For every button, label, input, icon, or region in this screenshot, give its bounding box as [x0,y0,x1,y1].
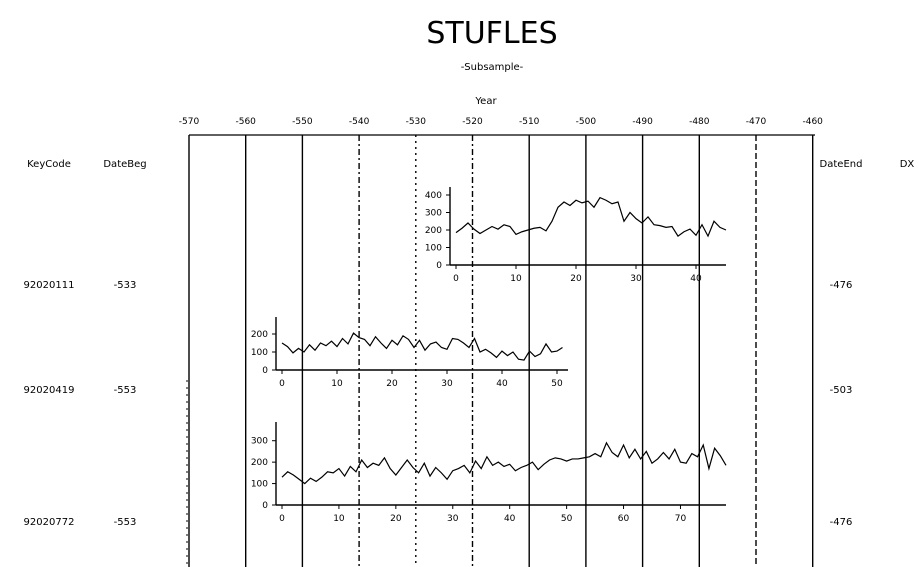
x-tick-label: 50 [561,514,573,524]
top-axis-title: Year [474,96,497,107]
y-tick-label: 200 [425,226,442,236]
x-tick-label: 40 [504,514,516,524]
row-3-end: -476 [830,517,853,528]
year-grid [186,134,815,567]
series-panel: 0 10 20 30 40 50 200 100 0 [251,317,568,389]
y-tick-label: 0 [262,366,268,376]
row-2-key: 92020419 [24,385,75,396]
series-panel: 0 10 20 30 40 400 300 200 100 0 [425,187,727,284]
row-2-begin: -553 [114,385,137,396]
year-tick-label: -510 [519,117,540,127]
y-tick-label: 300 [425,209,442,219]
x-tick-label: 0 [279,379,285,389]
year-tick-label: -570 [179,117,200,127]
year-tick-label: -480 [689,117,710,127]
y-tick-label: 0 [262,501,268,511]
y-tick-label: 400 [425,191,442,201]
series-line [281,332,563,361]
year-tick-label: -530 [406,117,427,127]
year-tick-label: -460 [802,117,823,127]
y-tick-label: 100 [425,244,442,254]
year-tick-label: -500 [576,117,597,127]
x-tick-label: 30 [447,514,459,524]
y-tick-label: 100 [251,348,268,358]
row-labels: 92020111 -533 -476 92020419 -553 -503 92… [24,280,853,528]
x-tick-label: 0 [453,274,459,284]
x-tick-label: 40 [496,379,508,389]
y-tick-label: 200 [251,330,268,340]
x-tick-label: 20 [386,379,398,389]
x-tick-label: 30 [630,274,642,284]
series-panel: 0 10 20 30 40 50 60 70 300 200 100 0 [251,422,727,524]
year-tick-label: -550 [292,117,313,127]
series-line [455,196,727,238]
row-1-key: 92020111 [24,280,75,291]
x-tick-label: 10 [331,379,343,389]
top-axis-ticks: -570 -560 -550 -540 -530 -520 -510 -500 -490 -480… [179,117,823,127]
year-tick-label: -560 [235,117,256,127]
row-3-key: 92020772 [24,517,75,528]
x-tick-label: 10 [510,274,522,284]
x-tick-label: 0 [279,514,285,524]
x-tick-label: 20 [570,274,582,284]
x-tick-label: 60 [618,514,630,524]
x-tick-label: 40 [690,274,702,284]
title-group: STUFLES -Subsample- [426,16,557,73]
y-tick-label: 200 [251,458,268,468]
x-tick-label: 70 [675,514,687,524]
header-datebeg: DateBeg [103,159,146,170]
y-tick-label: 100 [251,480,268,490]
column-headers: KeyCode DateBeg DateEnd DX [27,159,914,170]
year-tick-label: -520 [462,117,483,127]
row-3-begin: -553 [114,517,137,528]
x-tick-label: 20 [390,514,402,524]
chart-title: STUFLES [426,16,557,51]
row-1-end: -476 [830,280,853,291]
header-dx: DX [900,159,915,170]
y-tick-label: 0 [436,261,442,271]
row-1-begin: -533 [114,280,137,291]
chart-subtitle: -Subsample- [461,62,524,73]
header-keycode: KeyCode [27,159,71,170]
year-tick-label: -490 [632,117,653,127]
year-tick-label: -470 [746,117,767,127]
x-tick-label: 10 [333,514,345,524]
x-tick-label: 30 [441,379,453,389]
y-tick-label: 300 [251,437,268,447]
series-line [281,441,727,485]
x-tick-label: 50 [551,379,563,389]
header-dateend: DateEnd [820,159,863,170]
row-2-end: -503 [830,385,853,396]
top-axis: Year -570 -560 -550 -540 -530 -520 -510 -500 -49… [179,96,823,127]
year-tick-label: -540 [349,117,370,127]
